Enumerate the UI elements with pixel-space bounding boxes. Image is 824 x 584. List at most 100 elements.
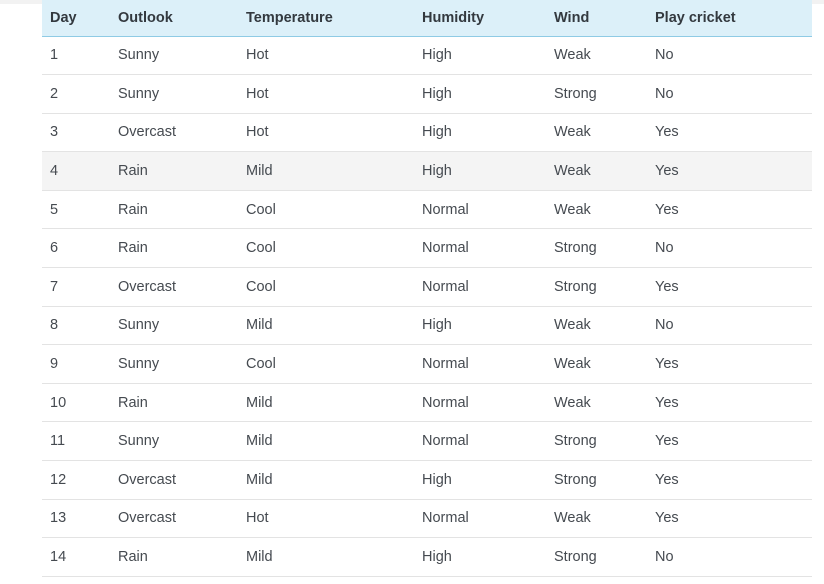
cell-humidity: Normal	[422, 394, 469, 411]
cell-play-cricket: Yes	[655, 201, 679, 218]
header-outlook: Outlook	[118, 9, 173, 26]
cell-outlook: Rain	[118, 549, 148, 566]
cell-wind: Strong	[554, 549, 597, 566]
cell-humidity: Normal	[422, 356, 469, 373]
cell-wind: Strong	[554, 433, 597, 450]
cell-outlook: Sunny	[118, 356, 160, 373]
cell-play-cricket: Yes	[655, 163, 679, 180]
table-row: 1 Sunny Hot High Weak No	[42, 36, 812, 75]
cell-outlook: Overcast	[118, 471, 177, 488]
cell-humidity: High	[422, 549, 452, 566]
cell-play-cricket: Yes	[655, 471, 679, 488]
cell-temperature: Mild	[246, 471, 273, 488]
cell-outlook: Overcast	[118, 510, 177, 527]
cell-humidity: High	[422, 163, 452, 180]
cell-temperature: Hot	[246, 510, 269, 527]
cell-wind: Weak	[554, 356, 591, 373]
cell-play-cricket: Yes	[655, 433, 679, 450]
cell-day: 7	[50, 278, 59, 295]
table-header-row: Day Outlook Temperature Humidity Wind Pl…	[42, 0, 812, 36]
cell-outlook: Sunny	[118, 85, 160, 102]
header-play-cricket: Play cricket	[655, 9, 736, 26]
cell-temperature: Mild	[246, 433, 273, 450]
cell-humidity: Normal	[422, 240, 469, 257]
cell-play-cricket: Yes	[655, 356, 679, 373]
cell-temperature: Hot	[246, 124, 269, 141]
cell-temperature: Mild	[246, 317, 273, 334]
cell-play-cricket: Yes	[655, 394, 679, 411]
table-row: 11 Sunny Mild Normal Strong Yes	[42, 422, 812, 461]
cell-day: 5	[50, 201, 59, 218]
cell-outlook: Overcast	[118, 278, 177, 295]
cell-humidity: Normal	[422, 201, 469, 218]
cell-temperature: Cool	[246, 201, 276, 218]
table-row: 8 Sunny Mild High Weak No	[42, 306, 812, 345]
header-day: Day	[50, 9, 77, 26]
cell-outlook: Rain	[118, 163, 148, 180]
cell-humidity: High	[422, 124, 452, 141]
cell-outlook: Sunny	[118, 433, 160, 450]
header-temperature: Temperature	[246, 9, 333, 26]
table-row: 13 Overcast Hot Normal Weak Yes	[42, 499, 812, 538]
cell-outlook: Rain	[118, 201, 148, 218]
cell-day: 2	[50, 85, 59, 102]
cell-temperature: Cool	[246, 240, 276, 257]
cell-day: 6	[50, 240, 59, 257]
cell-day: 14	[50, 549, 67, 566]
table-row: 2 Sunny Hot High Strong No	[42, 75, 812, 114]
cell-humidity: Normal	[422, 510, 469, 527]
table-row: 14 Rain Mild High Strong No	[42, 538, 812, 577]
cell-day: 11	[50, 433, 66, 450]
cell-wind: Weak	[554, 510, 591, 527]
header-wind: Wind	[554, 9, 590, 26]
cell-wind: Weak	[554, 394, 591, 411]
table-row: 7 Overcast Cool Normal Strong Yes	[42, 268, 812, 307]
cell-outlook: Rain	[118, 394, 148, 411]
cell-outlook: Sunny	[118, 317, 160, 334]
cell-play-cricket: Yes	[655, 510, 679, 527]
cell-wind: Weak	[554, 47, 591, 64]
cell-wind: Weak	[554, 317, 591, 334]
cell-humidity: High	[422, 47, 452, 64]
play-cricket-table: Day Outlook Temperature Humidity Wind Pl…	[42, 0, 812, 577]
cell-day: 10	[50, 394, 67, 411]
cell-temperature: Mild	[246, 394, 273, 411]
cell-outlook: Overcast	[118, 124, 177, 141]
cell-day: 13	[50, 510, 67, 527]
cell-humidity: Normal	[422, 433, 469, 450]
cell-wind: Weak	[554, 124, 591, 141]
cell-play-cricket: No	[655, 549, 674, 566]
cell-play-cricket: Yes	[655, 278, 679, 295]
table-row: 12 Overcast Mild High Strong Yes	[42, 461, 812, 500]
cell-temperature: Cool	[246, 356, 276, 373]
cell-outlook: Rain	[118, 240, 148, 257]
play-cricket-table-container: Day Outlook Temperature Humidity Wind Pl…	[42, 0, 812, 577]
cell-temperature: Hot	[246, 47, 269, 64]
cell-temperature: Cool	[246, 278, 276, 295]
cell-play-cricket: No	[655, 47, 674, 64]
table-row: 10 Rain Mild Normal Weak Yes	[42, 383, 812, 422]
cell-play-cricket: No	[655, 85, 674, 102]
cell-humidity: Normal	[422, 278, 469, 295]
header-humidity: Humidity	[422, 9, 485, 26]
table-row: 3 Overcast Hot High Weak Yes	[42, 113, 812, 152]
cell-humidity: High	[422, 317, 452, 334]
cell-wind: Strong	[554, 240, 597, 257]
cell-day: 12	[50, 471, 67, 488]
cell-temperature: Mild	[246, 163, 273, 180]
table-row-highlighted: 4 Rain Mild High Weak Yes	[42, 151, 812, 191]
cell-play-cricket: Yes	[655, 124, 679, 141]
cell-wind: Strong	[554, 471, 597, 488]
cell-day: 1	[50, 47, 59, 64]
table-row: 5 Rain Cool Normal Weak Yes	[42, 190, 812, 229]
cell-day: 3	[50, 124, 59, 141]
cell-day: 9	[50, 356, 59, 373]
cell-day: 4	[50, 163, 59, 180]
cell-outlook: Sunny	[118, 47, 160, 64]
cell-humidity: High	[422, 85, 452, 102]
cell-wind: Weak	[554, 201, 591, 218]
cell-temperature: Mild	[246, 549, 273, 566]
cell-wind: Weak	[554, 163, 591, 180]
cell-wind: Strong	[554, 278, 597, 295]
